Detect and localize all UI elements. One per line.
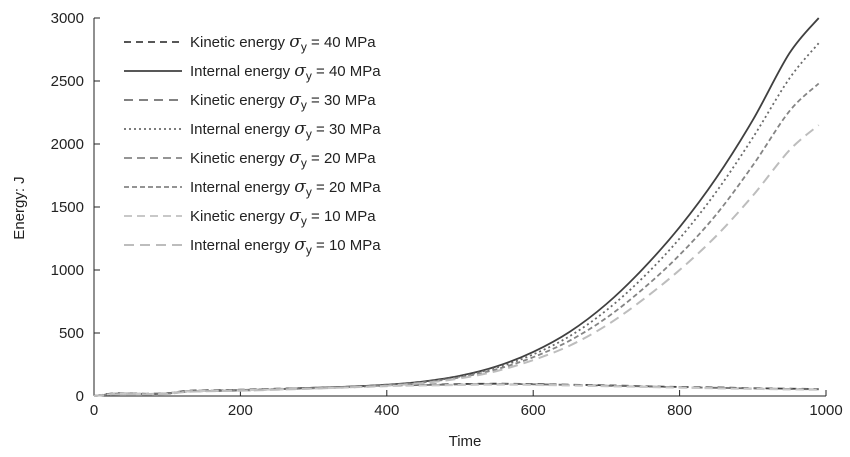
y-tick-label: 1000 <box>51 262 84 279</box>
legend-label-8: Internal energy σy = 10 MPa <box>190 235 381 257</box>
x-tick-label: 400 <box>374 402 399 419</box>
x-axis-label: Time <box>449 433 482 450</box>
legend-label-6: Internal energy σy = 20 MPa <box>190 177 381 199</box>
legend-label-4: Internal energy σy = 30 MPa <box>190 119 381 141</box>
axes: 0 200 400 600 800 1000 0 500 1000 1500 2000 2500 300… <box>51 10 843 419</box>
series-line-7 <box>93 383 819 397</box>
series-layer <box>93 17 820 397</box>
x-tick-label: 600 <box>521 402 546 419</box>
series-line-8 <box>93 124 820 397</box>
x-tick-label: 1000 <box>809 402 842 419</box>
y-tick-label: 3000 <box>51 10 84 27</box>
legend-label-3: Kinetic energy σy = 30 MPa <box>190 90 376 112</box>
y-tick-label: 2500 <box>51 73 84 90</box>
y-tick-label: 0 <box>76 388 84 405</box>
legend-label-7: Kinetic energy σy = 10 MPa <box>190 206 376 228</box>
legend: Kinetic energy σy = 40 MPa Internal energ… <box>124 32 381 257</box>
legend-label-5: Kinetic energy σy = 20 MPa <box>190 148 376 170</box>
x-tick-label: 800 <box>667 402 692 419</box>
x-tick-label: 200 <box>228 402 253 419</box>
y-tick-label: 1500 <box>51 199 84 216</box>
y-axis-label: Energy: J <box>11 176 28 239</box>
y-tick-label: 500 <box>59 325 84 342</box>
x-tick-label: 0 <box>90 402 98 419</box>
legend-label-2: Internal energy σy = 40 MPa <box>190 61 381 83</box>
legend-label-1: Kinetic energy σy = 40 MPa <box>190 32 376 54</box>
y-tick-label: 2000 <box>51 136 84 153</box>
